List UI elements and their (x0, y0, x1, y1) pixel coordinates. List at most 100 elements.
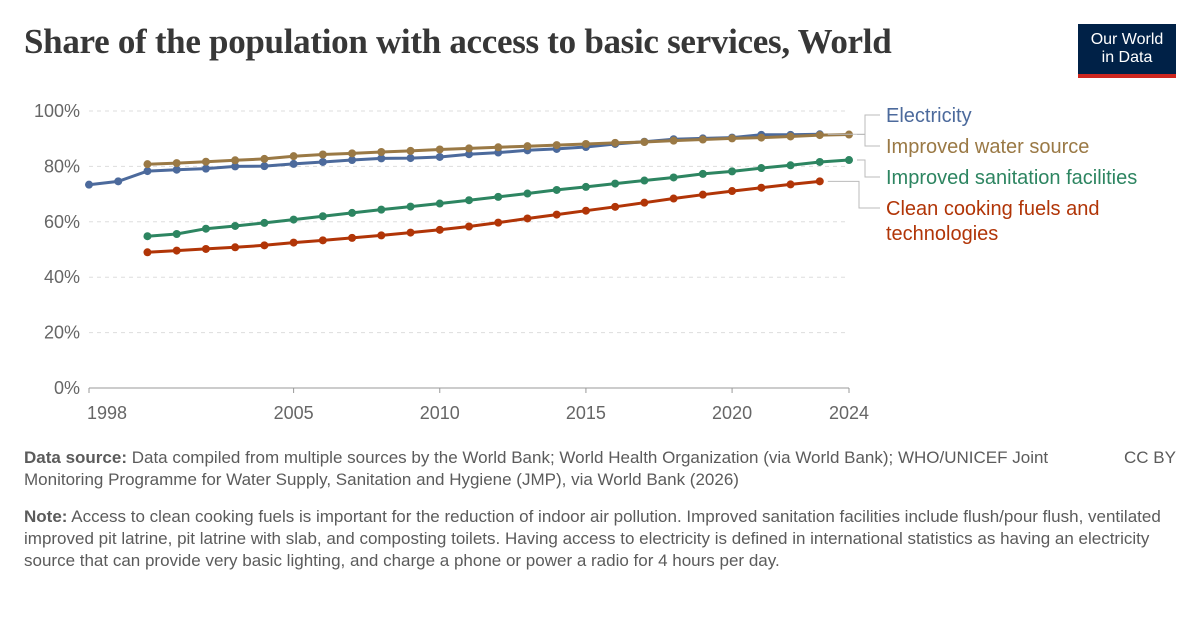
data-point (231, 156, 240, 165)
data-point (523, 142, 532, 151)
data-point (143, 232, 152, 241)
data-point (611, 179, 620, 188)
data-point (581, 139, 590, 148)
data-point (581, 206, 590, 215)
y-tick-label: 100% (34, 101, 80, 121)
data-point (815, 157, 824, 166)
data-point (435, 199, 444, 208)
data-point (786, 180, 795, 189)
data-point (494, 218, 503, 227)
data-point (698, 135, 707, 144)
data-point (348, 156, 357, 165)
series-3 (143, 177, 824, 257)
data-point (552, 185, 561, 194)
data-point (728, 134, 737, 143)
source-text: Data compiled from multiple sources by t… (24, 448, 1049, 489)
y-tick-label: 80% (44, 156, 80, 176)
data-point (143, 167, 152, 176)
data-point (523, 189, 532, 198)
data-point (231, 162, 240, 171)
data-point (377, 205, 386, 214)
data-point (494, 143, 503, 152)
data-point (728, 187, 737, 196)
data-point (465, 196, 473, 205)
y-tick-label: 40% (44, 267, 80, 287)
legend-label-0: Electricity (886, 105, 972, 127)
x-tick-label: 2015 (566, 403, 606, 423)
legend-label-3: Clean cooking fuels and technologies (886, 198, 1099, 245)
y-tick-label: 20% (44, 323, 80, 343)
legend-label-line: Improved water source (886, 136, 1089, 158)
series-line (147, 179, 820, 254)
data-point (172, 165, 181, 174)
series-1 (143, 130, 853, 169)
data-point (348, 233, 357, 242)
x-tick-label: 2024 (829, 403, 869, 423)
legend-connector (827, 180, 880, 209)
legend-label-2: Improved sanitation facilities (886, 167, 1137, 189)
data-point (406, 228, 415, 237)
data-point (669, 194, 678, 203)
legend-connector (857, 159, 880, 178)
logo-line-1: Our World (1090, 31, 1164, 48)
license-link[interactable]: CC BY (1124, 448, 1176, 467)
data-point (406, 154, 415, 163)
legend-connector (857, 134, 880, 147)
data-point (260, 162, 269, 171)
data-point (581, 182, 590, 191)
legend-label-1: Improved water source (886, 136, 1089, 158)
data-point (377, 147, 386, 156)
data-point (611, 138, 620, 147)
data-point (611, 202, 620, 211)
data-point (201, 224, 210, 233)
data-point (435, 225, 444, 234)
chart-note: Note: Access to clean cooking fuels is i… (24, 506, 1176, 572)
data-point (348, 149, 357, 158)
data-point (289, 238, 298, 247)
data-point (757, 164, 766, 173)
legend-label-line: Clean cooking fuels and (886, 198, 1099, 220)
data-point (289, 159, 298, 168)
data-point (640, 198, 649, 207)
data-point (172, 246, 181, 255)
data-point (815, 177, 824, 186)
data-point (172, 229, 181, 238)
data-point (289, 215, 298, 224)
data-point (698, 169, 707, 178)
data-point (757, 133, 766, 142)
data-point (669, 173, 678, 182)
legend-label-line: Electricity (886, 105, 972, 127)
data-point (757, 183, 766, 192)
legend-connector (827, 114, 880, 135)
series-2 (143, 156, 853, 241)
data-point (201, 157, 210, 166)
y-tick-label: 60% (44, 212, 80, 232)
logo-line-2: in Data (1101, 49, 1153, 66)
data-point (552, 210, 561, 219)
data-point (465, 222, 473, 231)
owid-logo[interactable]: Our World in Data (1078, 24, 1176, 78)
series-line (88, 132, 820, 187)
data-point (318, 150, 327, 159)
x-tick-label: 1998 (87, 403, 127, 423)
data-point (786, 161, 795, 170)
data-point (435, 152, 444, 161)
data-point (318, 157, 327, 166)
data-point (845, 156, 853, 165)
data-point (406, 146, 415, 155)
data-point (143, 248, 152, 257)
x-tick-label: 2010 (420, 403, 460, 423)
y-tick-label: 0% (54, 378, 80, 398)
data-point (201, 244, 210, 253)
legend-label-line: Improved sanitation facilities (886, 167, 1137, 189)
data-point (172, 159, 181, 168)
data-point (465, 150, 473, 159)
data-point (494, 192, 503, 201)
data-point (348, 208, 357, 217)
data-point (552, 141, 561, 150)
data-point (289, 152, 298, 161)
note-text: Access to clean cooking fuels is importa… (24, 507, 1161, 570)
data-point (377, 231, 386, 240)
legend-label-line: technologies (886, 223, 998, 245)
data-point (114, 177, 123, 186)
